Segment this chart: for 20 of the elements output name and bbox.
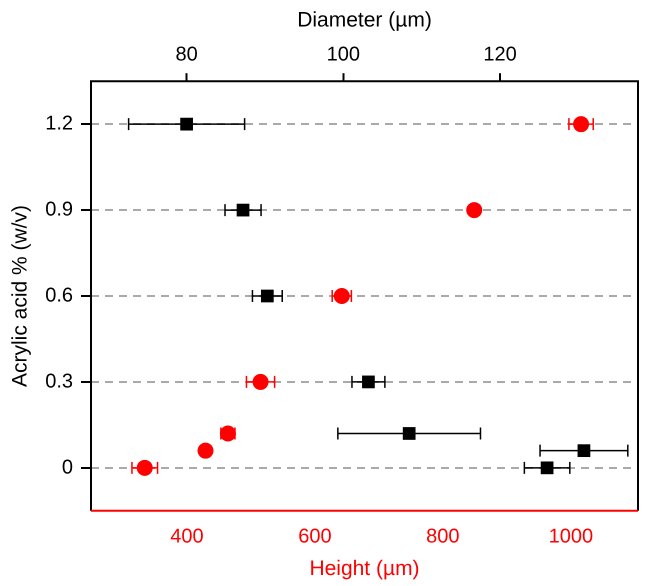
x2-tick-label: 80 — [175, 44, 198, 66]
point — [136, 460, 153, 476]
y-tick-label: 1.2 — [45, 112, 74, 135]
y-tick-label: 0 — [62, 456, 74, 478]
x-tick-label: 400 — [170, 525, 204, 548]
y-tick-label: 0.6 — [45, 284, 74, 307]
x-axis-title: Height (µm) — [309, 557, 420, 580]
y-tick-label: 0.3 — [45, 370, 74, 392]
point — [573, 116, 590, 132]
x2-axis-title: Diameter (µm) — [297, 8, 432, 32]
y-tick-label: 0.9 — [45, 198, 74, 221]
point — [466, 202, 482, 218]
x-tick-label: 600 — [298, 525, 332, 548]
x-tick-label: 800 — [426, 525, 460, 548]
x2-tick-label: 100 — [326, 44, 360, 66]
x2-tick-label: 120 — [483, 44, 517, 66]
y-axis-title: Acrylic acid % (w/v) — [8, 204, 32, 388]
point — [198, 442, 214, 459]
x-tick-label: 1000 — [548, 525, 594, 548]
point — [252, 374, 269, 390]
